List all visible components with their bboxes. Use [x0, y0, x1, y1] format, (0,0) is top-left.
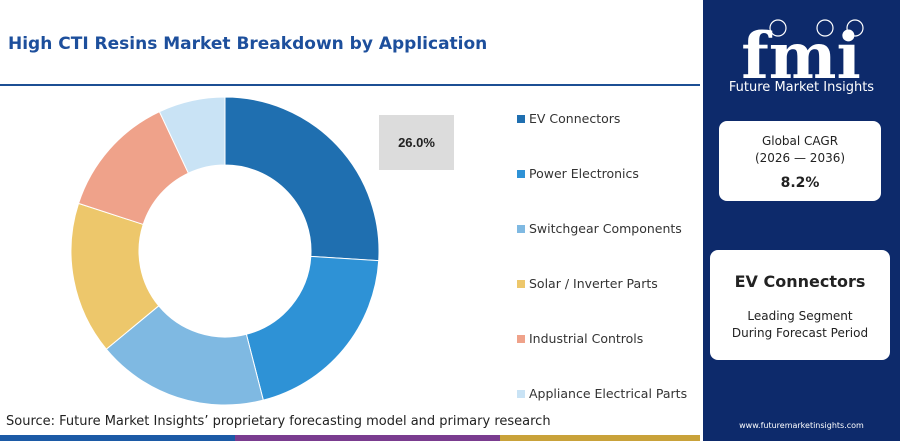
title-divider [0, 84, 700, 86]
legend-swatch [517, 224, 525, 233]
legend-label: EV Connectors [529, 111, 621, 126]
brand-name: Future Market Insights [728, 80, 875, 95]
legend-label: Switchgear Components [529, 221, 682, 236]
cagr-period: (2026 — 2036) [754, 151, 846, 165]
cagr-label: Global CAGR [761, 134, 839, 148]
cagr-value: 8.2% [780, 175, 820, 191]
leading-segment-title: EV Connectors [734, 272, 866, 291]
chart-title: High CTI Resins Market Breakdown by Appl… [8, 34, 488, 54]
donut-slice-appliance-electrical-parts [158, 96, 226, 174]
legend-label: Industrial Controls [529, 331, 644, 346]
legend-item-appliance-electrical-parts: Appliance Electrical Parts [517, 386, 687, 401]
legend-label: Solar / Inverter Parts [529, 276, 658, 291]
forecast-period-label: During Forecast Period [731, 326, 869, 340]
donut-slice-power-electronics [245, 255, 380, 401]
accent-segment [235, 435, 500, 441]
legend-item-power-electronics: Power Electronics [517, 166, 639, 181]
leading-segment-card: EV Connectors Leading Segment During For… [710, 250, 890, 360]
website-url: www.futuremarketinsights.com [739, 421, 864, 430]
legend-swatch [517, 279, 525, 288]
cagr-card: Global CAGR (2026 — 2036) 8.2% [719, 121, 881, 201]
legend-item-solar-inverter-parts: Solar / Inverter Parts [517, 276, 658, 291]
legend-item-switchgear-components: Switchgear Components [517, 221, 682, 236]
chart-panel: High CTI Resins Market Breakdown by Appl… [0, 34, 700, 441]
legend-label: Appliance Electrical Parts [529, 386, 688, 401]
legend-swatch [517, 169, 525, 178]
bottom-accent-bar [0, 435, 700, 441]
legend-swatch [517, 334, 525, 343]
fmi-logo: fmi [741, 19, 864, 94]
legend-item-industrial-controls: Industrial Controls [517, 331, 643, 346]
globe-icon [769, 19, 864, 37]
leading-share-callout: 26.0% [379, 115, 454, 170]
source-note: Source: Future Market Insights’ propriet… [6, 414, 551, 429]
legend-swatch [517, 114, 525, 123]
legend-item-ev-connectors: EV Connectors [517, 111, 620, 126]
legend-label: Power Electronics [529, 166, 639, 181]
donut-chart [70, 96, 380, 406]
leading-segment-subtitle: Leading Segment [747, 309, 853, 323]
accent-segment [500, 435, 700, 441]
brand-sidebar: fmi Future Market Insights Global CAGR (… [703, 0, 900, 441]
logo-wordmark: fmi [741, 19, 861, 94]
donut-slice-ev-connectors [224, 96, 380, 262]
legend-swatch [517, 389, 525, 398]
accent-segment [0, 435, 235, 441]
